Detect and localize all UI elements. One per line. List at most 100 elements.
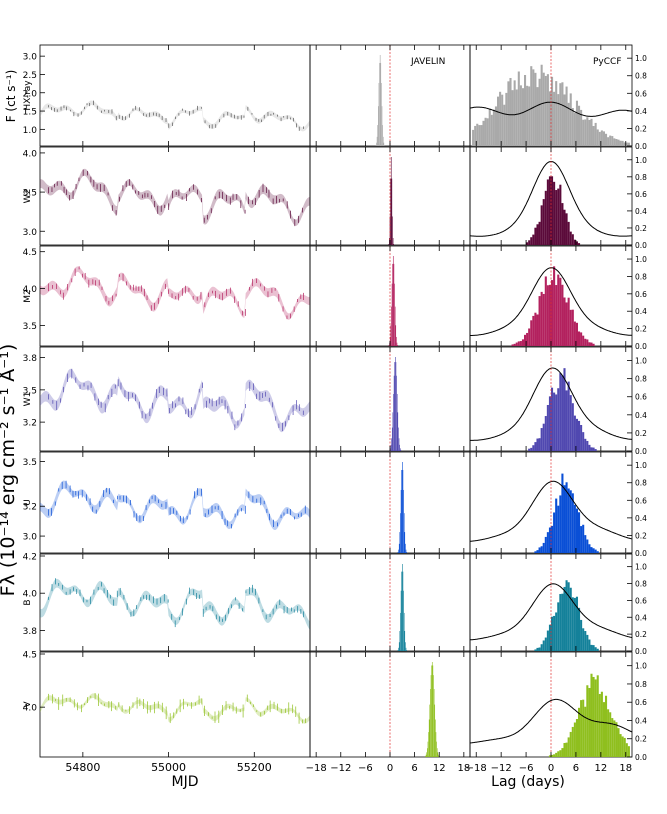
lightcurve-frame — [39, 451, 311, 554]
pyccf-bar — [542, 542, 545, 553]
pyccf-bar — [480, 125, 483, 146]
pyccf-bar — [578, 420, 581, 451]
pyccf-bar — [544, 637, 547, 651]
pyccf-bar — [540, 644, 543, 651]
javelin-bar — [391, 178, 393, 245]
pyccf-bar — [530, 237, 533, 245]
pyccf-bar — [538, 296, 541, 346]
pyccf-bar — [544, 190, 547, 245]
pyccf-bar — [575, 241, 578, 245]
pyccf-bar — [557, 94, 560, 146]
pyccf-bar — [619, 734, 622, 757]
pyccf-bar — [536, 224, 539, 245]
pyccf-bar — [596, 648, 599, 651]
javelin-bar — [391, 283, 393, 346]
javelin-bar — [393, 244, 394, 245]
pyccf-bar — [584, 706, 587, 757]
pyccf-bar — [548, 91, 551, 146]
javelin-bar — [399, 448, 401, 451]
lag-tick-label: 6 — [573, 763, 579, 774]
javelin-bar — [378, 82, 380, 146]
pyccf-bar — [532, 315, 535, 346]
y-tick-label: 4.0 — [23, 704, 38, 714]
ccf-tick-label: 0.2 — [635, 531, 647, 540]
pyccf-bar — [559, 594, 562, 651]
pyccf-bar — [553, 392, 556, 451]
pyccf-bar — [573, 597, 576, 651]
pyccf-bar — [563, 586, 566, 651]
pyccf-bar — [534, 442, 537, 451]
javelin-bar — [392, 263, 393, 346]
javelin-bar — [399, 630, 401, 651]
pyccf-bar — [627, 746, 630, 757]
javelin-bar — [384, 144, 385, 146]
mjd-tick-label: 54800 — [65, 761, 100, 774]
pyccf-bar — [602, 702, 605, 757]
pyccf-bar — [538, 647, 541, 651]
ccf-tick-label: 0.2 — [635, 224, 647, 233]
panels-group: 1.01.52.02.53.0HX-ray0.00.20.40.60.81.03… — [23, 44, 647, 774]
pyccf-bar — [575, 418, 578, 451]
ccf-tick-label: 0.2 — [635, 735, 647, 744]
panel-row-w1: 3.2 3.5 3.8 W1 0.0 0.2 0.4 0.6 0.8 1.0 — [23, 346, 647, 456]
y-tick-label: 4.5 — [23, 248, 37, 258]
javelin-bar — [381, 82, 382, 146]
javelin-bar — [431, 662, 433, 757]
pyccf-bar — [499, 91, 502, 146]
pyccf-bar — [526, 85, 529, 146]
pyccf-bar — [534, 227, 537, 245]
pyccf-bar — [580, 700, 583, 757]
javelin-bar — [400, 449, 402, 451]
band-label: U — [23, 499, 33, 506]
pyccf-bar — [555, 190, 558, 245]
pyccf-bar — [586, 539, 589, 553]
pyccf-bar — [596, 675, 599, 757]
javelin-bar — [392, 256, 394, 346]
pyccf-bar — [513, 343, 516, 346]
pyccf-bar — [546, 630, 549, 651]
javelin-bar — [428, 732, 429, 757]
pyccf-bar — [611, 718, 614, 757]
pyccf-bar — [578, 331, 581, 346]
pyccf-bar — [578, 243, 581, 245]
ccf-tick-label: 0.6 — [635, 89, 647, 98]
javelin-bar — [398, 438, 400, 451]
pyccf-bar — [569, 731, 572, 757]
y-tick-label: 2.0 — [23, 89, 38, 99]
pyccf-bar — [592, 548, 595, 553]
javelin-bar — [425, 755, 426, 757]
pyccf-bar — [582, 628, 585, 651]
pyccf-bar — [555, 498, 558, 553]
javelin-bar — [405, 647, 407, 651]
pyccf-bar — [532, 445, 535, 451]
pyccf-bar — [528, 328, 531, 346]
javelin-bar — [389, 237, 390, 245]
ccf-tick-label: 0.8 — [635, 680, 647, 689]
pyccf-bar — [488, 108, 491, 146]
javelin-bar — [394, 283, 395, 346]
javelin-bar — [392, 237, 394, 245]
pyccf-bar — [571, 403, 574, 451]
pyccf-bar — [567, 488, 570, 553]
javelin-bar — [431, 665, 432, 757]
pyccf-bar — [553, 266, 556, 346]
javelin-bar — [401, 571, 402, 651]
pyccf-bar — [594, 679, 597, 757]
panel-row-u: 3.0 3.2 3.5 U 0.0 0.2 0.4 0.6 0.8 1.0 — [23, 451, 647, 558]
pyccf-bar — [571, 597, 574, 651]
pyccf-bar — [538, 438, 541, 451]
pyccf-bar — [598, 131, 601, 146]
javelin-bar — [377, 125, 378, 146]
pyccf-bar — [594, 449, 597, 451]
javelin-bar — [404, 630, 406, 651]
pyccf-bar — [565, 213, 568, 245]
band-label: W2 — [23, 189, 33, 204]
pyccf-bar — [569, 231, 572, 245]
javelin-bar — [399, 444, 400, 451]
pyccf-bar — [557, 602, 560, 651]
pyccf-bar — [551, 525, 554, 553]
pyccf-bar — [542, 72, 545, 146]
pyccf-bar — [540, 205, 543, 245]
pyccf-bar — [557, 751, 560, 757]
ccf-tick-label: 0.4 — [635, 107, 647, 116]
